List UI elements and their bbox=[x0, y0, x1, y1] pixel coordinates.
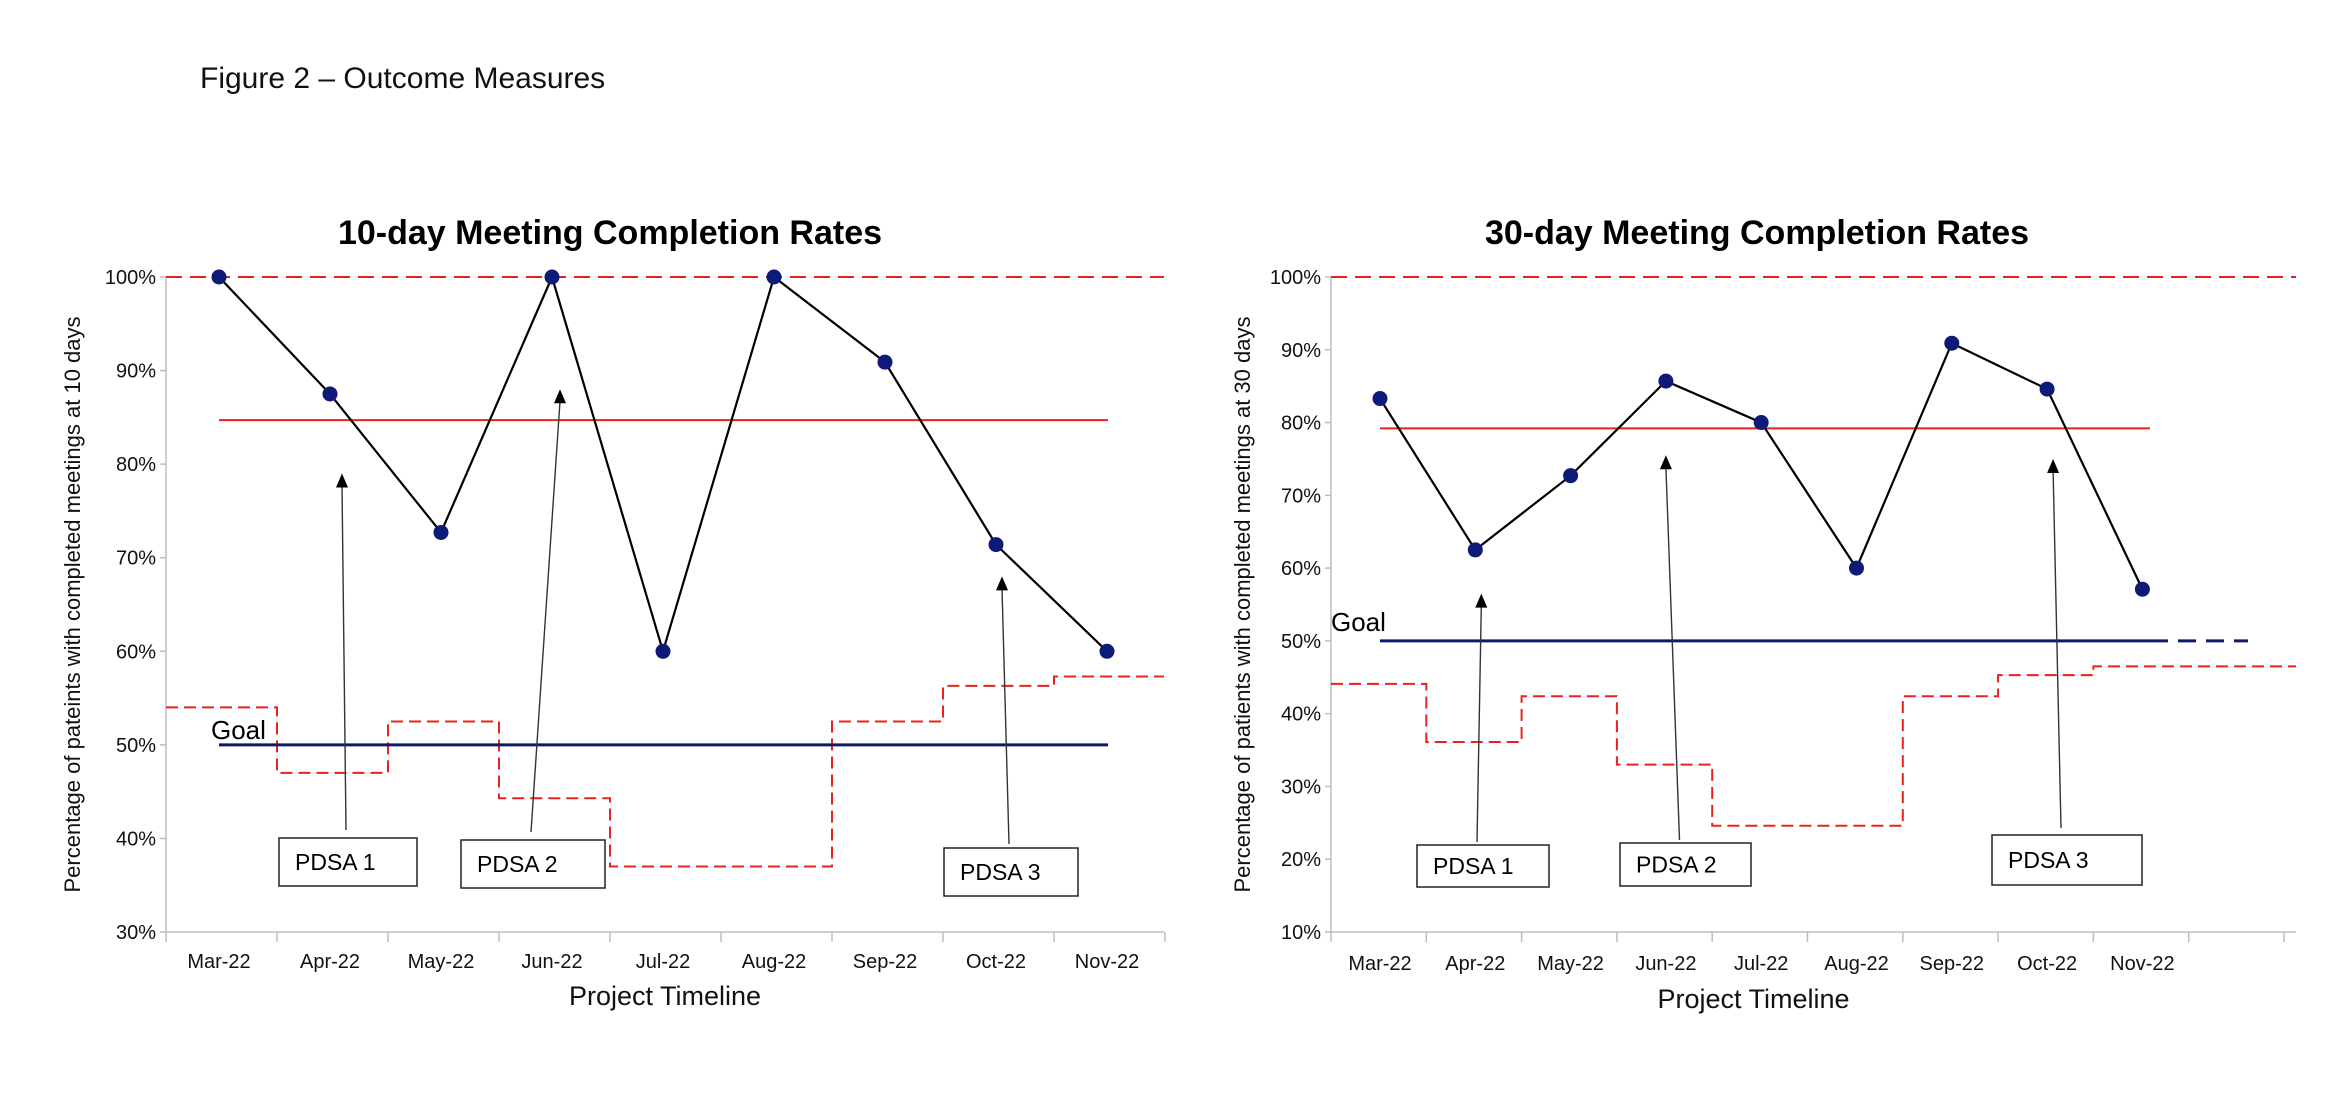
y-tick-label: 80% bbox=[1281, 413, 1321, 435]
y-tick-label: 50% bbox=[116, 735, 156, 757]
x-tick-label: May-22 bbox=[408, 951, 475, 973]
data-point bbox=[1099, 643, 1115, 659]
x-axis-label: Project Timeline bbox=[1657, 984, 1849, 1014]
annotation-arrow-line bbox=[1001, 588, 1010, 845]
y-tick-label: 60% bbox=[1281, 558, 1321, 580]
x-tick-label: Nov-22 bbox=[1075, 951, 1139, 973]
y-tick-label: 40% bbox=[116, 828, 156, 850]
y-tick-label: 30% bbox=[116, 922, 156, 944]
annotation-arrow-line bbox=[1476, 605, 1482, 843]
x-tick-label: Sep-22 bbox=[1920, 953, 1985, 975]
annotation-label: PDSA 1 bbox=[1433, 853, 1514, 879]
data-point bbox=[433, 524, 449, 540]
y-tick-label: 70% bbox=[116, 548, 156, 570]
x-tick-label: Apr-22 bbox=[300, 951, 360, 973]
y-tick-label: 20% bbox=[1281, 849, 1321, 871]
y-axis-label: Percentage of patients with completed me… bbox=[1230, 316, 1255, 892]
data-series-line bbox=[218, 273, 1108, 656]
y-tick-label: 100% bbox=[1270, 267, 1321, 289]
x-tick-label: Jun-22 bbox=[521, 951, 582, 973]
y-tick-label: 100% bbox=[105, 267, 156, 289]
data-point bbox=[322, 386, 338, 402]
y-tick-label: 30% bbox=[1281, 776, 1321, 798]
goal-label: Goal bbox=[211, 715, 266, 745]
annotation-label: PDSA 1 bbox=[295, 849, 376, 875]
y-tick-label: 10% bbox=[1281, 922, 1321, 944]
annotation-box bbox=[1991, 834, 2143, 886]
x-tick-label: Mar-22 bbox=[187, 951, 250, 973]
chart-title: 30-day Meeting Completion Rates bbox=[1485, 214, 2029, 252]
y-tick-label: 90% bbox=[116, 361, 156, 383]
data-point bbox=[1372, 391, 1388, 407]
x-tick-label: May-22 bbox=[1537, 953, 1604, 975]
data-point bbox=[1467, 542, 1483, 558]
annotation-arrow-line bbox=[341, 485, 347, 831]
x-tick-label: Apr-22 bbox=[1445, 953, 1505, 975]
annotation-arrow-line bbox=[2052, 470, 2062, 829]
data-point bbox=[655, 643, 671, 659]
annotation-label: PDSA 2 bbox=[477, 851, 558, 877]
y-tick-label: 40% bbox=[1281, 704, 1321, 726]
y-tick-label: 70% bbox=[1281, 485, 1321, 507]
annotation-arrow-head bbox=[554, 389, 566, 404]
annotation-arrow-head bbox=[336, 473, 348, 488]
annotation-box bbox=[1619, 842, 1752, 887]
data-point bbox=[2134, 581, 2150, 597]
annotation-arrow-line bbox=[530, 401, 561, 833]
x-tick-label: Mar-22 bbox=[1348, 953, 1411, 975]
chart-title: 10-day Meeting Completion Rates bbox=[338, 214, 882, 252]
y-tick-label: 90% bbox=[1281, 340, 1321, 362]
annotation-arrow-head bbox=[996, 576, 1008, 591]
annotation-arrow-head bbox=[1659, 455, 1672, 470]
data-point bbox=[544, 269, 560, 285]
x-tick-label: Aug-22 bbox=[742, 951, 807, 973]
data-point bbox=[1753, 415, 1769, 431]
data-point bbox=[877, 354, 893, 370]
data-point bbox=[988, 537, 1004, 553]
annotation-box bbox=[1416, 844, 1550, 888]
annotation-box bbox=[278, 837, 418, 887]
x-tick-label: Jun-22 bbox=[1635, 953, 1696, 975]
annotation-arrow-head bbox=[1475, 593, 1488, 608]
x-tick-label: Jul-22 bbox=[1734, 953, 1788, 975]
x-axis-label: Project Timeline bbox=[569, 981, 761, 1011]
chart-10-day: 10-day Meeting Completion Rates 30% 40% 50%… bbox=[60, 214, 1166, 1011]
x-tick-label: Nov-22 bbox=[2110, 953, 2174, 975]
data-point bbox=[2039, 381, 2055, 397]
x-tick-label: Oct-22 bbox=[966, 951, 1026, 973]
annotation-label: PDSA 3 bbox=[960, 859, 1041, 885]
data-point bbox=[766, 269, 782, 285]
annotation-arrow-head bbox=[2047, 458, 2060, 473]
x-tick-label: Oct-22 bbox=[2017, 953, 2077, 975]
data-point bbox=[1563, 468, 1579, 484]
x-tick-label: Jul-22 bbox=[636, 951, 690, 973]
y-axis-label: Percentage of pateints with completed me… bbox=[60, 316, 85, 892]
chart-30-day: 30-day Meeting Completion Rates 10% 20% 30%… bbox=[1230, 214, 2296, 1014]
data-series-line bbox=[1379, 341, 2144, 590]
annotation-arrow-line bbox=[1665, 467, 1681, 841]
lower-control-limit bbox=[166, 675, 1164, 868]
goal-label: Goal bbox=[1331, 607, 1386, 637]
annotation-box bbox=[943, 847, 1079, 897]
annotation-box bbox=[460, 839, 606, 889]
figure-caption: Figure 2 – Outcome Measures bbox=[200, 62, 606, 95]
annotation-label: PDSA 3 bbox=[2008, 847, 2089, 873]
x-tick-label: Aug-22 bbox=[1824, 953, 1889, 975]
data-point bbox=[211, 269, 227, 285]
data-point bbox=[1944, 335, 1960, 351]
data-point bbox=[1658, 373, 1674, 389]
data-point bbox=[1849, 560, 1864, 576]
y-tick-label: 50% bbox=[1281, 631, 1321, 653]
x-tick-label: Sep-22 bbox=[853, 951, 918, 973]
y-tick-label: 80% bbox=[116, 454, 156, 476]
y-tick-label: 60% bbox=[116, 641, 156, 663]
lower-control-limit bbox=[1331, 665, 2296, 827]
annotation-label: PDSA 2 bbox=[1636, 852, 1717, 878]
